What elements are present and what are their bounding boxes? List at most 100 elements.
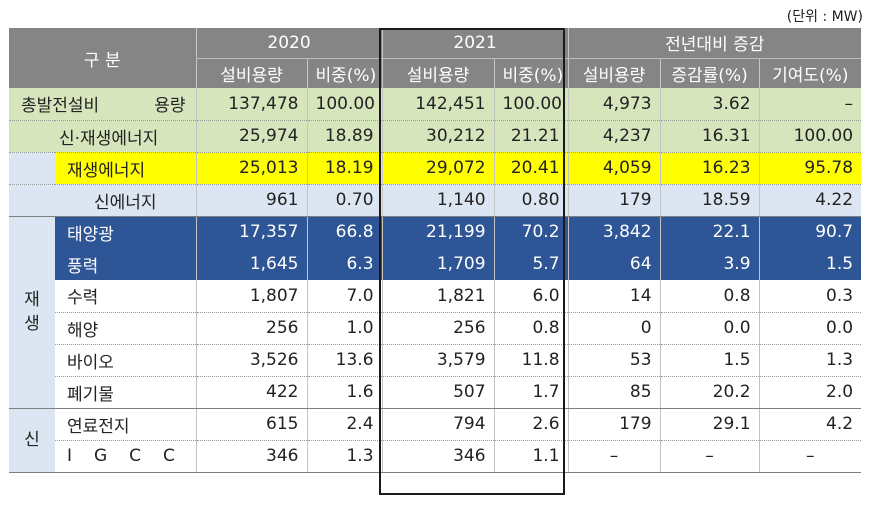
header-contribution: 기여도(%) [758,58,862,88]
value-cell: 0.0 [659,312,760,345]
row-label: 연료전지 [55,408,196,441]
row-label: 폐기물 [55,376,196,409]
value-cell: 16.31 [659,120,760,153]
value-cell: 64 [567,248,661,280]
value-cell: 2.0 [758,376,862,409]
value-cell: 0.70 [306,184,383,217]
value-cell: 18.19 [306,152,383,185]
value-cell: 3,579 [381,344,495,377]
row-fuel-cell: 신 연료전지 615 2.4 794 2.6 179 29.1 4.2 [9,408,862,473]
value-cell: 4,059 [567,152,661,185]
value-cell: 346 [381,440,495,473]
value-cell: 0.8 [493,312,569,345]
value-cell: 70.2 [493,216,569,248]
value-cell: 0 [567,312,661,345]
value-cell: 1,645 [195,248,307,280]
row-label: 수력 [55,280,196,313]
value-cell: 11.8 [493,344,569,377]
value-cell: 4,973 [567,88,661,121]
value-cell: 5.7 [493,248,569,280]
value-cell: 961 [195,184,307,217]
row-label: 총발전설비 용량 [9,88,196,121]
value-cell: 256 [195,312,307,345]
value-cell: 14 [567,280,661,313]
value-cell: 1,821 [381,280,495,313]
value-cell: – [758,88,862,121]
row-label: 풍력 [55,248,196,280]
value-cell: 1.0 [306,312,383,345]
value-cell: 256 [381,312,495,345]
row-label: 해양 [55,312,196,345]
value-cell: 21,199 [381,216,495,248]
value-cell: 2.4 [306,408,383,441]
row-waste: 폐기물 422 1.6 507 1.7 85 20.2 2.0 [9,376,862,409]
value-cell: 0.80 [493,184,569,217]
value-cell: 29.1 [659,408,760,441]
value-cell: – [659,440,760,473]
value-cell: 53 [567,344,661,377]
value-cell: 22.1 [659,216,760,248]
row-total: 총발전설비 용량 137,478 100.00 142,451 100.00 4… [9,88,862,121]
value-cell: 3.62 [659,88,760,121]
value-cell: 0.8 [659,280,760,313]
value-cell: 100.00 [306,88,383,121]
header-growth: 증감률(%) [659,58,760,88]
header-year-2020: 2020 [195,28,383,59]
value-cell: 4.2 [758,408,862,441]
value-cell: 346 [195,440,307,473]
value-cell: – [567,440,661,473]
value-cell: 6.3 [306,248,383,280]
value-cell: 1,140 [381,184,495,217]
value-cell: 1.5 [758,248,862,280]
value-cell: 20.41 [493,152,569,185]
value-cell: 3,526 [195,344,307,377]
value-cell: 17,357 [195,216,307,248]
row-label: 신·재생에너지 [55,120,196,153]
value-cell: 7.0 [306,280,383,313]
value-cell: 2.6 [493,408,569,441]
header-year-2021: 2021 [381,28,569,59]
value-cell: 179 [567,184,661,217]
group-new: 신 [9,408,55,473]
value-cell: – [758,440,862,473]
value-cell: 179 [567,408,661,441]
value-cell: 16.23 [659,152,760,185]
value-cell: 0.3 [758,280,862,313]
unit-note: (단위 : MW) [786,9,863,25]
value-cell: 142,451 [381,88,495,121]
value-cell: 1,709 [381,248,495,280]
header-capacity-2020: 설비용량 [195,58,307,88]
value-cell: 1.1 [493,440,569,473]
row-igcc: IGCC 346 1.3 346 1.1 – – – [9,440,862,473]
value-cell: 4.22 [758,184,862,217]
header-capacity-change: 설비용량 [567,58,661,88]
value-cell: 422 [195,376,307,409]
value-cell: 100.00 [493,88,569,121]
value-cell: 615 [195,408,307,441]
header-category: 구 분 [9,28,196,88]
row-label: IGCC [55,440,196,473]
value-cell: 3.9 [659,248,760,280]
value-cell: 13.6 [306,344,383,377]
value-cell: 507 [381,376,495,409]
row-renewable: 재생에너지 25,013 18.19 29,072 20.41 4,059 16… [9,152,862,185]
row-ocean: 해양 256 1.0 256 0.8 0 0.0 0.0 [9,312,862,345]
value-cell: 90.7 [758,216,862,248]
header-row-2: 설비용량 비중(%) 설비용량 비중(%) 설비용량 증감률(%) 기여도(%) [9,58,862,88]
value-cell: 0.0 [758,312,862,345]
value-cell: 66.8 [306,216,383,248]
row-label: 신에너지 [55,184,196,217]
value-cell: 18.59 [659,184,760,217]
value-cell: 29,072 [381,152,495,185]
value-cell: 21.21 [493,120,569,153]
header-share-2020: 비중(%) [306,58,383,88]
value-cell: 1.3 [306,440,383,473]
value-cell: 1,807 [195,280,307,313]
value-cell: 18.89 [306,120,383,153]
value-cell: 95.78 [758,152,862,185]
header-capacity-2021: 설비용량 [381,58,495,88]
header-share-2021: 비중(%) [493,58,569,88]
value-cell: 1.6 [306,376,383,409]
value-cell: 1.5 [659,344,760,377]
value-cell: 1.7 [493,376,569,409]
